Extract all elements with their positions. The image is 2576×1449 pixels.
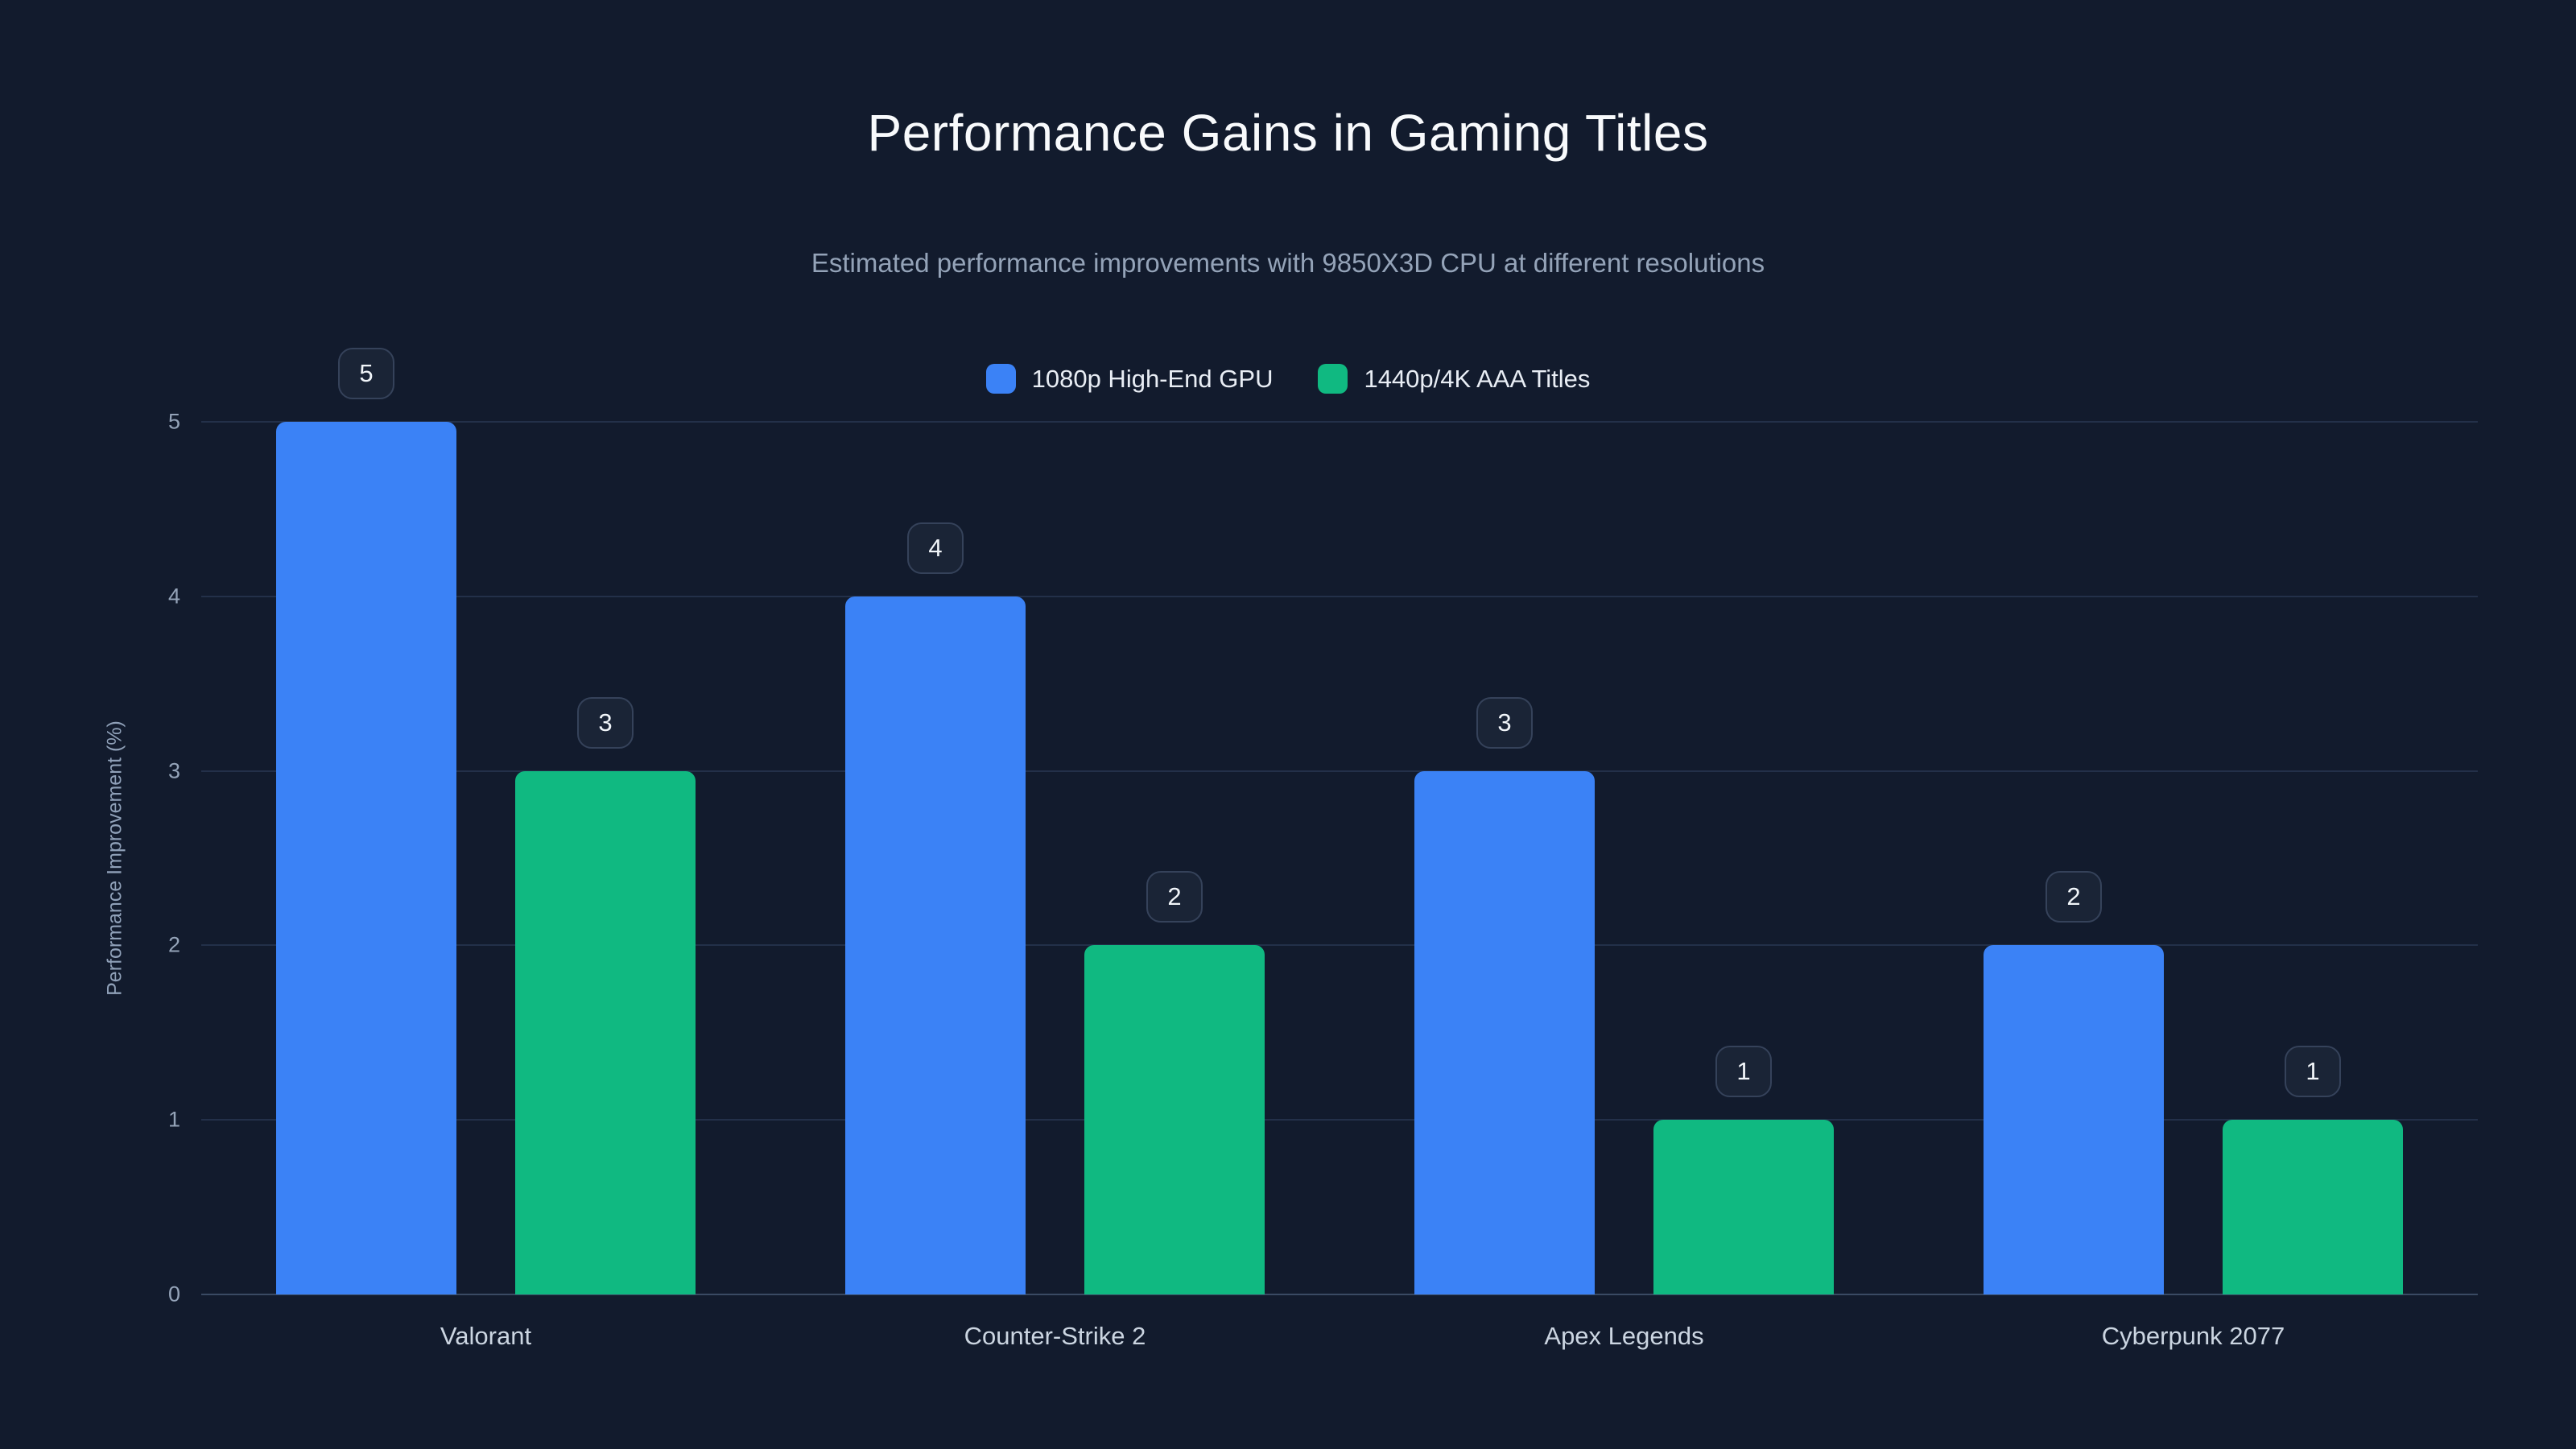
bar-1080p-high-end-gpu-valorant[interactable]: 5 (276, 348, 456, 1294)
category-label-cyberpunk-2077: Cyberpunk 2077 (2101, 1322, 2285, 1350)
gridline-y2 (201, 944, 2478, 947)
legend-label: 1080p High-End GPU (1031, 364, 1274, 393)
value-badge-valorant-1080p-high-end-gpu: 5 (338, 348, 394, 399)
bar-1440p-4k-aaa-titles-cyberpunk-2077[interactable]: 1 (2223, 1046, 2403, 1294)
legend-item-1080p-high-end-gpu[interactable]: 1080p High-End GPU (985, 364, 1274, 394)
value-badge-apex-legends-1440p-4k-aaa-titles: 1 (1715, 1046, 1772, 1098)
y-tick-label-2: 2 (167, 932, 180, 957)
bar-1440p-4k-aaa-titles-valorant[interactable]: 3 (515, 696, 696, 1294)
category-label-valorant: Valorant (440, 1322, 532, 1350)
gridlines (201, 421, 2478, 1295)
bar-1440p-4k-aaa-titles-counter-strike-2[interactable]: 2 (1084, 871, 1265, 1294)
legend-item-1440p-4k-aaa-titles[interactable]: 1440p/4K AAA Titles (1318, 364, 1590, 394)
value-badge-apex-legends-1080p-high-end-gpu: 3 (1476, 696, 1533, 749)
bar-1080p-high-end-gpu-cyberpunk-2077[interactable]: 2 (1984, 871, 2164, 1294)
y-tick-label-5: 5 (167, 409, 180, 434)
chart-title: Performance Gains in Gaming Titles (867, 104, 1709, 162)
legend: 1080p High-End GPU 1440p/4K AAA Titles (0, 364, 2576, 394)
category-label-counter-strike-2: Counter-Strike 2 (964, 1322, 1146, 1350)
bar-1080p-high-end-gpu-counter-strike-2[interactable]: 4 (845, 522, 1026, 1294)
value-badge-counter-strike-2-1440p-4k-aaa-titles: 2 (1146, 871, 1203, 923)
bar-1440p-4k-aaa-titles-apex-legends[interactable]: 1 (1653, 1046, 1834, 1294)
bar-1080p-high-end-gpu-apex-legends[interactable]: 3 (1414, 696, 1595, 1294)
category-labels: Valorant Counter-Strike 2 Apex Legends Cybe… (201, 1322, 2478, 1351)
gridline-y1 (201, 1119, 2478, 1121)
value-badge-counter-strike-2-1080p-high-end-gpu: 4 (907, 522, 964, 574)
gridline-y4 (201, 595, 2478, 597)
chart-subtitle: Estimated performance improvements with … (811, 248, 1765, 278)
value-badge-valorant-1440p-4k-aaa-titles: 3 (577, 696, 634, 749)
y-tick-label-4: 4 (167, 584, 180, 609)
value-badge-cyberpunk-2077-1080p-high-end-gpu: 2 (2046, 871, 2102, 923)
y-tick-label-0: 0 (167, 1282, 180, 1307)
category-label-apex-legends: Apex Legends (1544, 1322, 1704, 1350)
value-badge-cyberpunk-2077-1440p-4k-aaa-titles: 1 (2285, 1046, 2341, 1098)
gridline-y3 (201, 770, 2478, 772)
legend-swatch-blue-icon (985, 364, 1016, 394)
legend-label: 1440p/4K AAA Titles (1364, 364, 1591, 393)
y-tick-label-3: 3 (167, 758, 180, 783)
y-axis-title: Performance Improvement (%) (103, 720, 126, 996)
x-axis-line (201, 1294, 2478, 1295)
y-tick-label-1: 1 (167, 1107, 180, 1132)
legend-swatch-green-icon (1318, 364, 1348, 394)
gridline-y5 (201, 421, 2478, 423)
